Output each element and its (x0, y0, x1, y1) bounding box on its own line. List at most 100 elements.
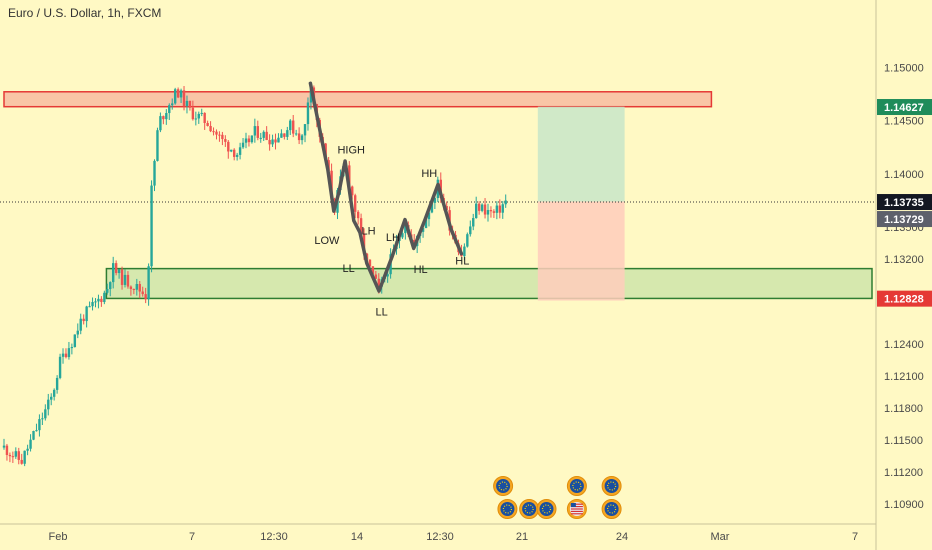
target-zone (537, 106, 625, 202)
candle-body (35, 430, 38, 432)
candle-body (374, 274, 378, 279)
candle (250, 135, 254, 144)
candle-body (244, 138, 248, 143)
candle-body (159, 116, 162, 131)
candle (153, 159, 156, 192)
candle-body (433, 198, 437, 203)
candle-body (79, 318, 82, 331)
price-tag-label: 1.14627 (884, 102, 924, 114)
candle (289, 119, 292, 136)
candle-body (117, 269, 121, 274)
candle (88, 301, 91, 308)
eu-flag-icon (601, 499, 622, 519)
candle-body (303, 124, 307, 136)
candle-body (359, 218, 363, 234)
candle-body (144, 294, 147, 300)
candle-body (197, 113, 200, 119)
candle-body (44, 409, 47, 419)
candle (41, 412, 44, 426)
candle-body (14, 451, 18, 457)
candle (120, 266, 124, 290)
candle (235, 152, 239, 161)
candle (280, 129, 283, 138)
candle (162, 115, 165, 125)
candle-body (250, 135, 254, 143)
candle (463, 243, 466, 261)
candle-body (156, 130, 159, 161)
candle-body (224, 139, 227, 142)
x-tick-label: Feb (49, 531, 68, 543)
candle-body (165, 113, 168, 120)
candle-body (241, 142, 245, 148)
candle (197, 111, 200, 124)
candle (294, 129, 298, 136)
candle (32, 430, 35, 441)
candle-body (132, 289, 136, 291)
candle (489, 206, 493, 218)
candle (58, 353, 62, 380)
eu-flag-icon (566, 476, 587, 496)
y-tick-label: 1.10900 (884, 499, 924, 511)
annotation-low: LOW (314, 235, 340, 247)
candle-body (88, 306, 91, 308)
event-flag (522, 502, 537, 516)
candle (224, 135, 227, 147)
candle-body (38, 419, 41, 431)
candle (221, 131, 224, 146)
candle-body (29, 439, 32, 449)
candle (150, 180, 153, 273)
candle-body (67, 348, 71, 358)
candle-body (247, 138, 251, 143)
candle (185, 95, 189, 114)
candle-body (61, 353, 65, 357)
candle (67, 341, 71, 360)
candle-body (47, 399, 50, 410)
candle (106, 283, 109, 295)
price-tags: 1.14627 1.13735 1.13729 1.12828 (877, 99, 932, 307)
candle-body (235, 154, 239, 157)
candle (82, 314, 85, 325)
candle-body (353, 195, 357, 212)
candle (100, 296, 103, 307)
price-tag-label: 1.13735 (884, 197, 924, 209)
candle (173, 87, 177, 105)
candle-body (150, 185, 153, 267)
candle-body (309, 87, 313, 103)
candle-body (141, 291, 144, 295)
candle (117, 268, 121, 279)
candle-body (135, 283, 139, 290)
x-tick-label: 21 (516, 531, 528, 543)
candle (23, 450, 26, 467)
candle-body (253, 126, 257, 136)
candle-body (486, 210, 490, 215)
candle-body (194, 118, 198, 120)
chart-title: Euro / U.S. Dollar, 1h, FXCM (8, 6, 161, 20)
candle-body (265, 131, 268, 141)
stop-zone (537, 201, 625, 301)
candle (351, 185, 354, 200)
candle-body (41, 418, 44, 420)
price-tag-bg (877, 211, 932, 228)
candle (26, 444, 29, 456)
candle-body (26, 448, 29, 451)
candle (132, 288, 136, 295)
event-flag (500, 502, 515, 516)
candle (203, 112, 206, 130)
candle (495, 201, 499, 220)
candle (498, 199, 502, 219)
us-flag-icon (566, 499, 587, 519)
event-flag (604, 479, 619, 493)
candle (230, 149, 233, 153)
candle (191, 100, 195, 121)
candle-body (368, 259, 372, 267)
candle (64, 348, 68, 359)
candle-body (401, 233, 404, 238)
candle-body (495, 205, 499, 213)
candle-body (100, 298, 103, 303)
flag-stars (502, 504, 513, 514)
candle (176, 87, 180, 99)
price-tag: 1.13729 (877, 211, 932, 228)
candle (5, 443, 9, 461)
candle (55, 375, 59, 394)
candle (52, 388, 56, 401)
